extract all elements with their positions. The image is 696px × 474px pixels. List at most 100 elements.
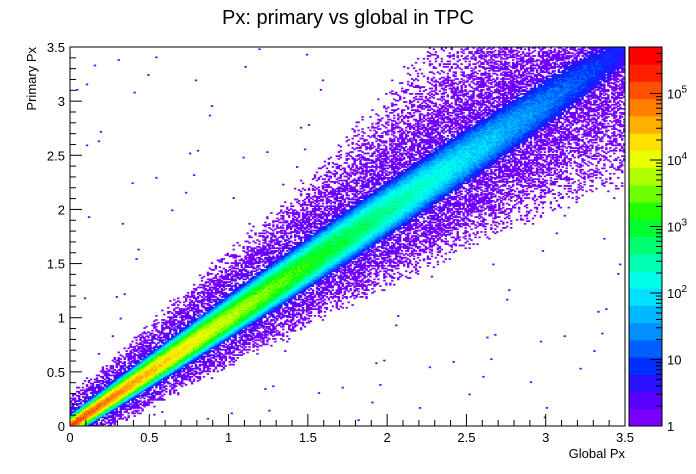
heatmap-cell: [97, 416, 101, 419]
heatmap-cell: [210, 359, 214, 362]
heatmap-cell: [83, 401, 87, 404]
heatmap-cell: [186, 375, 190, 378]
heatmap-cell: [131, 401, 134, 404]
heatmap-cell: [186, 308, 190, 310]
heatmap-cell: [190, 347, 194, 350]
heatmap-cell: [242, 302, 245, 305]
heatmap-cell: [246, 287, 249, 290]
heatmap-cell: [234, 279, 237, 282]
heatmap-cell: [206, 293, 210, 296]
heatmap-cell: [192, 312, 196, 315]
heatmap-cell: [173, 373, 176, 375]
heatmap-cell: [252, 240, 255, 243]
heatmap-cell: [192, 350, 196, 352]
heatmap-cell: [202, 286, 206, 289]
heatmap-cell: [232, 346, 235, 348]
heatmap-cell: [226, 306, 229, 309]
heatmap-cell: [202, 302, 206, 305]
heatmap-cell: [131, 355, 134, 358]
heatmap-cell: [127, 371, 130, 374]
heatmap-cell: [125, 371, 128, 374]
heatmap-cell: [131, 356, 134, 359]
heatmap-cell: [208, 278, 212, 281]
heatmap-cell: [220, 274, 224, 277]
heatmap-cell: [194, 325, 198, 328]
heatmap-cell: [244, 278, 247, 281]
heatmap-cell: [171, 320, 174, 323]
heatmap-cell: [246, 270, 249, 273]
heatmap-cell: [131, 382, 134, 385]
heatmap-cell: [143, 405, 146, 408]
heatmap-cell: [117, 400, 120, 403]
heatmap-cell: [238, 277, 241, 279]
heatmap-cell: [252, 338, 255, 340]
heatmap-cell: [129, 405, 132, 408]
heatmap-cell: [234, 343, 237, 346]
heatmap-cell: [149, 379, 152, 382]
heatmap-cell: [230, 343, 233, 346]
heatmap-cell: [184, 384, 188, 386]
heatmap-cell: [194, 329, 198, 332]
heatmap-cell: [121, 366, 124, 369]
heatmap-cell: [240, 310, 243, 313]
heatmap-cell: [119, 393, 122, 396]
heatmap-cell: [228, 317, 231, 320]
heatmap-cell: [127, 373, 130, 375]
heatmap-cell: [186, 363, 190, 366]
heatmap-cell: [145, 351, 148, 354]
heatmap-cell: [232, 292, 235, 294]
heatmap-cell: [147, 356, 150, 359]
heatmap-cell: [115, 390, 118, 393]
heatmap-cell: [163, 352, 166, 355]
heatmap-cell: [107, 405, 111, 408]
heatmap-cell: [244, 296, 247, 298]
heatmap-cell: [177, 336, 180, 339]
heatmap-cell: [179, 356, 182, 359]
heatmap-cell: [95, 409, 99, 412]
heatmap-cell: [196, 350, 200, 352]
heatmap-cell: [246, 321, 249, 324]
heatmap-cell: [89, 413, 93, 416]
heatmap-cell: [190, 333, 194, 336]
heatmap-cell: [181, 370, 184, 373]
heatmap-cell: [232, 254, 235, 256]
heatmap-cell: [111, 384, 115, 386]
heatmap-cell: [234, 278, 237, 281]
heatmap-cell: [133, 382, 136, 385]
heatmap-cell: [200, 279, 204, 282]
heatmap-cell: [184, 378, 188, 381]
heatmap-cell: [232, 350, 235, 352]
heatmap-cell: [93, 421, 97, 424]
heatmap-cell: [159, 361, 162, 363]
heatmap-cell: [105, 375, 109, 378]
heatmap-cell: [173, 344, 176, 347]
heatmap-cell: [234, 254, 237, 256]
heatmap-cell: [224, 327, 227, 329]
heatmap-cell: [101, 398, 105, 401]
heatmap-cell: [145, 362, 148, 365]
heatmap-cell: [121, 413, 124, 416]
heatmap-cell: [246, 325, 249, 328]
heatmap-cell: [103, 416, 107, 419]
heatmap-cell: [151, 396, 154, 398]
heatmap-cell: [212, 370, 216, 373]
heatmap-cell: [214, 283, 218, 286]
heatmap-cell: [159, 367, 162, 370]
heatmap-cell: [208, 316, 212, 319]
heatmap-cell: [242, 297, 245, 300]
heatmap-cell: [117, 378, 120, 381]
heatmap-cell: [101, 386, 105, 389]
heatmap-cell: [212, 279, 216, 282]
heatmap-cell: [105, 386, 109, 389]
heatmap-cell: [230, 275, 233, 278]
heatmap-cell: [190, 382, 194, 385]
heatmap-cell: [113, 419, 116, 421]
heatmap-cell: [119, 354, 122, 357]
heatmap-cell: [244, 335, 247, 338]
heatmap-cell: [181, 336, 184, 339]
heatmap-cell: [186, 343, 190, 346]
heatmap-cell: [230, 285, 233, 287]
heatmap-cell: [137, 396, 140, 398]
heatmap-cell: [220, 331, 224, 333]
heatmap-cell: [246, 312, 249, 315]
